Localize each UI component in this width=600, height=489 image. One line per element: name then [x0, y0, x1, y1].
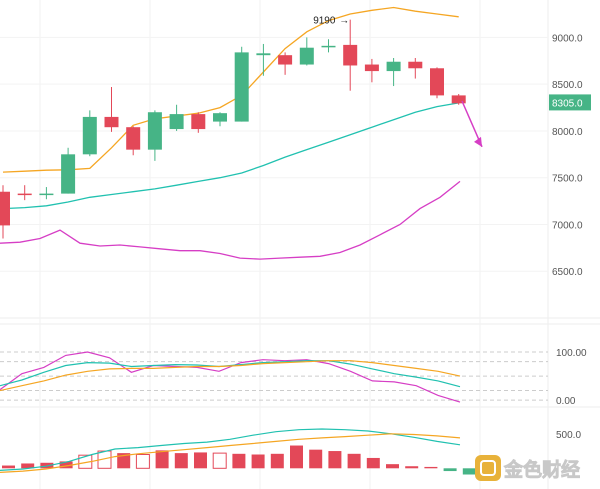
candle-body	[234, 52, 249, 122]
macd-histogram-bar	[135, 454, 150, 469]
candle-body	[126, 127, 141, 150]
candle-body	[39, 193, 54, 196]
price-tick-label: 7500.0	[552, 174, 583, 185]
current-price-tag-background	[549, 94, 591, 111]
macd-histogram-bar	[347, 453, 361, 469]
candle-body	[321, 45, 336, 48]
candle-body	[0, 191, 10, 226]
macd-histogram-bar	[174, 453, 188, 469]
price-tick-label: 7000.0	[552, 220, 583, 231]
current-price-label: 8305.0	[552, 98, 583, 109]
watermark: 金色财经	[475, 455, 580, 481]
macd-histogram-bar	[386, 464, 399, 469]
macd-histogram-bar	[251, 454, 265, 469]
y-axis: 9000.0 8500.0 8000.0 7500.0 7000.0 6500.0 100.…	[552, 33, 587, 440]
macd-tick-label: 500.0	[556, 430, 581, 441]
current-price-tag: 8305.0	[549, 94, 591, 111]
price-tick-label: 8000.0	[552, 127, 583, 138]
candle-body	[451, 95, 466, 104]
candle-body	[430, 68, 444, 96]
candle-body	[278, 55, 293, 65]
candle-body	[386, 61, 401, 72]
macd-histogram-bar	[366, 457, 380, 469]
macd-histogram-bar	[328, 451, 342, 469]
oscillator-tick-label: 100.00	[556, 348, 587, 359]
macd-histogram-bar	[212, 452, 227, 469]
macd-histogram-bar	[117, 453, 131, 469]
macd-dif-line	[0, 428, 461, 471]
candle-body	[299, 47, 314, 65]
golden-coin-logo-icon	[475, 455, 501, 481]
oscillator-line-j	[0, 351, 461, 403]
candle-body	[191, 114, 206, 130]
price-tick-label: 8500.0	[552, 80, 583, 91]
price-panel	[0, 6, 483, 260]
candle-body	[17, 193, 32, 196]
macd-histogram-bar	[462, 468, 476, 475]
moving-average-slow-line	[0, 180, 461, 260]
macd-histogram-bar	[21, 463, 35, 469]
candle-body	[147, 112, 162, 150]
macd-histogram-bar	[2, 465, 15, 469]
macd-histogram-bar	[194, 452, 207, 469]
candle-body	[256, 53, 271, 56]
trend-arrow-head-icon	[474, 136, 482, 147]
macd-histogram-bar	[232, 453, 246, 469]
moving-average-mid-line	[2, 102, 459, 210]
candle-body	[364, 64, 379, 72]
macd-histogram-bar	[443, 468, 457, 472]
price-tick-label: 6500.0	[552, 267, 583, 278]
macd-histogram-bar	[270, 453, 284, 469]
macd-histogram-bar	[309, 449, 323, 469]
candle-body	[104, 116, 119, 128]
macd-dea-line	[0, 433, 461, 473]
candle-body	[61, 154, 76, 194]
price-tick-label: 9000.0	[552, 33, 583, 44]
candle-body	[82, 116, 97, 155]
oscillator-tick-label: 0.00	[556, 396, 576, 407]
macd-histogram-bar	[290, 445, 303, 469]
high-annotation-label: 9190	[313, 16, 336, 27]
macd-histogram-bar	[405, 466, 419, 469]
macd-histogram-bar	[59, 461, 73, 469]
candle-body	[343, 44, 358, 66]
oscillator-panel	[0, 351, 548, 403]
candle-body	[408, 61, 423, 69]
macd-panel	[0, 428, 476, 475]
moving-average-fast-line	[2, 6, 459, 173]
macd-histogram-bar	[424, 466, 438, 469]
watermark-text: 金色财经	[503, 458, 580, 481]
candle-body	[169, 114, 184, 130]
candle-body	[213, 113, 227, 122]
high-annotation-arrow-icon: →	[339, 16, 349, 27]
high-annotation: 9190 →	[313, 16, 349, 27]
oscillator-line-d	[0, 360, 461, 392]
macd-histogram-bar	[155, 450, 169, 469]
